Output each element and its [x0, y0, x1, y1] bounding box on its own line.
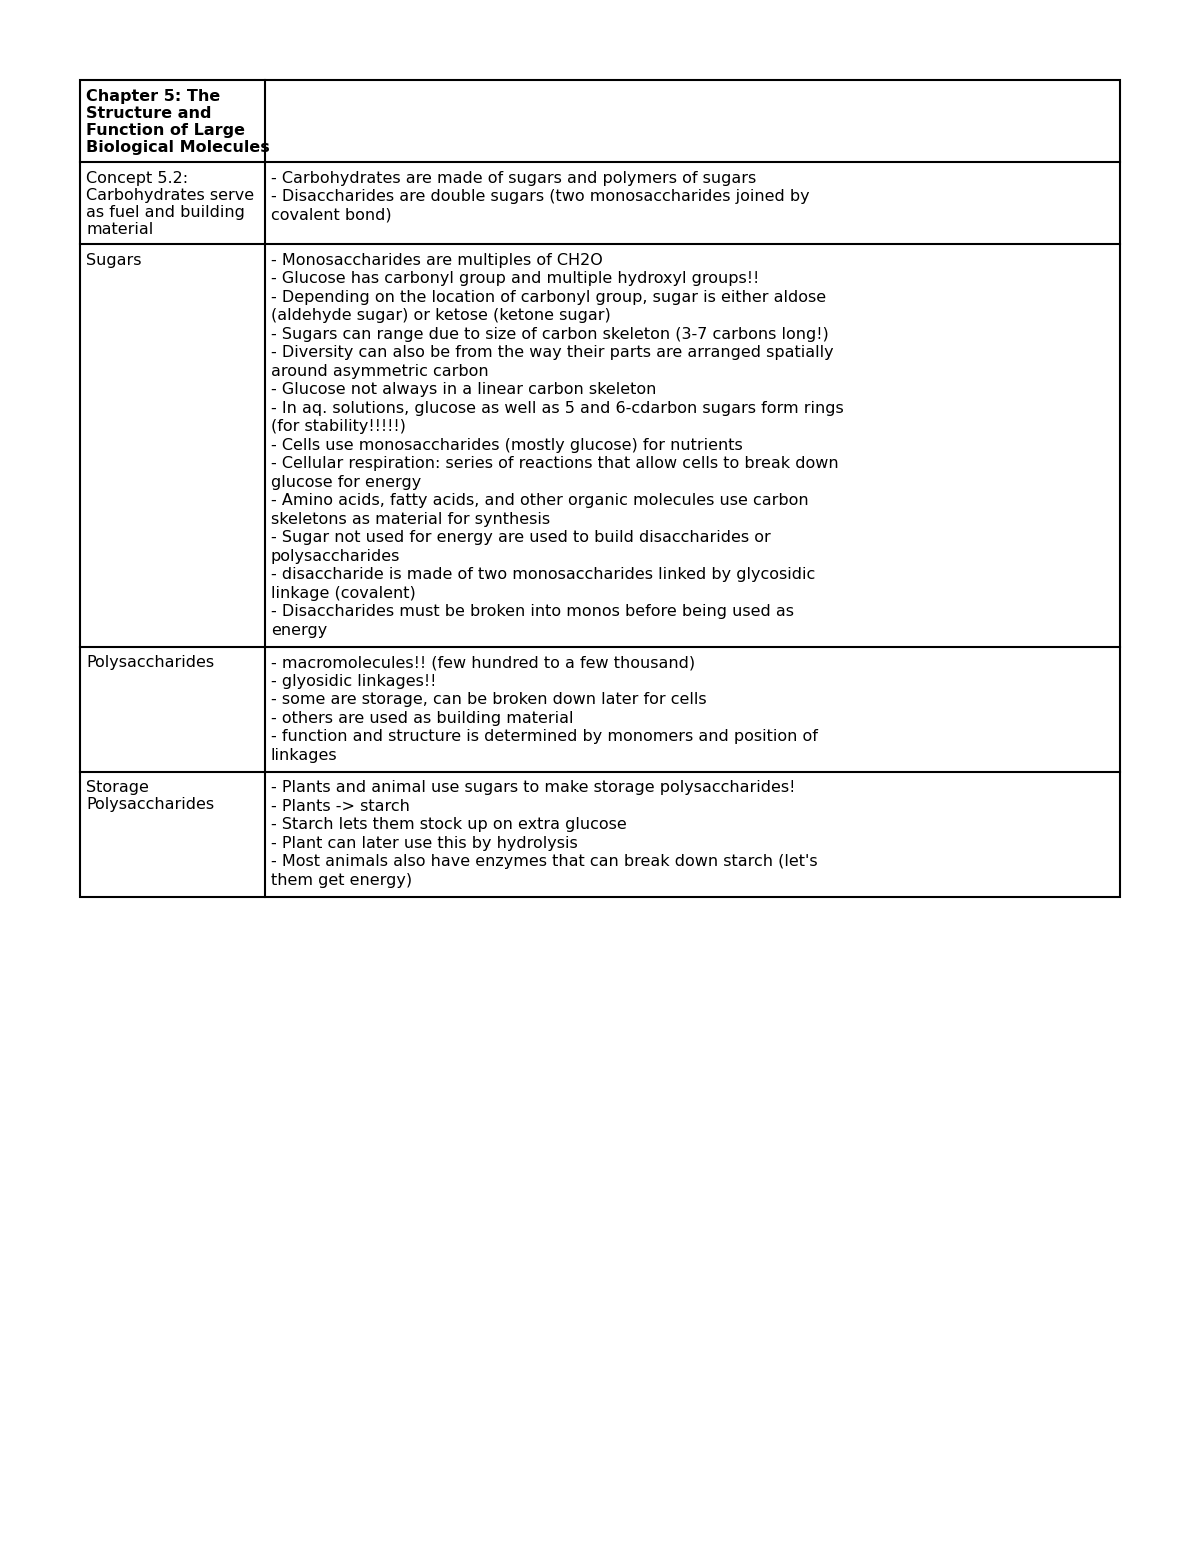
- Text: Polysaccharides: Polysaccharides: [86, 655, 214, 669]
- Text: (for stability!!!!!): (for stability!!!!!): [271, 419, 406, 435]
- Text: Biological Molecules: Biological Molecules: [86, 140, 270, 155]
- Text: - Disaccharides must be broken into monos before being used as: - Disaccharides must be broken into mono…: [271, 604, 794, 620]
- Text: - Most animals also have enzymes that can break down starch (let's: - Most animals also have enzymes that ca…: [271, 854, 817, 870]
- Text: - Plants and animal use sugars to make storage polysaccharides!: - Plants and animal use sugars to make s…: [271, 780, 796, 795]
- Text: Function of Large: Function of Large: [86, 123, 245, 138]
- Text: linkage (covalent): linkage (covalent): [271, 585, 415, 601]
- Text: material: material: [86, 222, 154, 236]
- Text: - Glucose has carbonyl group and multiple hydroxyl groups!!: - Glucose has carbonyl group and multipl…: [271, 272, 760, 286]
- Text: - Sugar not used for energy are used to build disaccharides or: - Sugar not used for energy are used to …: [271, 530, 770, 545]
- Text: them get energy): them get energy): [271, 873, 412, 888]
- Text: - Disaccharides are double sugars (two monosaccharides joined by: - Disaccharides are double sugars (two m…: [271, 189, 810, 203]
- Text: Chapter 5: The: Chapter 5: The: [86, 89, 221, 104]
- Text: - others are used as building material: - others are used as building material: [271, 711, 574, 725]
- Text: - Cells use monosaccharides (mostly glucose) for nutrients: - Cells use monosaccharides (mostly gluc…: [271, 438, 743, 452]
- Text: skeletons as material for synthesis: skeletons as material for synthesis: [271, 511, 550, 526]
- Text: - Plants -> starch: - Plants -> starch: [271, 798, 410, 814]
- Text: Concept 5.2:: Concept 5.2:: [86, 171, 188, 186]
- Text: - Sugars can range due to size of carbon skeleton (3-7 carbons long!): - Sugars can range due to size of carbon…: [271, 326, 829, 342]
- Text: covalent bond): covalent bond): [271, 208, 391, 222]
- Text: - In aq. solutions, glucose as well as 5 and 6-cdarbon sugars form rings: - In aq. solutions, glucose as well as 5…: [271, 401, 844, 416]
- Text: (aldehyde sugar) or ketose (ketone sugar): (aldehyde sugar) or ketose (ketone sugar…: [271, 307, 611, 323]
- Text: - Carbohydrates are made of sugars and polymers of sugars: - Carbohydrates are made of sugars and p…: [271, 171, 756, 186]
- Text: Carbohydrates serve: Carbohydrates serve: [86, 188, 254, 202]
- Text: - Diversity can also be from the way their parts are arranged spatially: - Diversity can also be from the way the…: [271, 345, 834, 360]
- Text: as fuel and building: as fuel and building: [86, 205, 245, 219]
- Text: - Plant can later use this by hydrolysis: - Plant can later use this by hydrolysis: [271, 836, 577, 851]
- Text: - Monosaccharides are multiples of CH2O: - Monosaccharides are multiples of CH2O: [271, 253, 602, 267]
- Text: - function and structure is determined by monomers and position of: - function and structure is determined b…: [271, 728, 818, 744]
- Text: energy: energy: [271, 623, 328, 638]
- Text: polysaccharides: polysaccharides: [271, 548, 401, 564]
- Text: - disaccharide is made of two monosaccharides linked by glycosidic: - disaccharide is made of two monosaccha…: [271, 567, 815, 582]
- Text: Sugars: Sugars: [86, 253, 142, 267]
- Text: - Amino acids, fatty acids, and other organic molecules use carbon: - Amino acids, fatty acids, and other or…: [271, 494, 809, 508]
- Text: - Starch lets them stock up on extra glucose: - Starch lets them stock up on extra glu…: [271, 817, 626, 832]
- Text: - some are storage, can be broken down later for cells: - some are storage, can be broken down l…: [271, 693, 707, 707]
- Text: Polysaccharides: Polysaccharides: [86, 797, 214, 812]
- Text: - glyosidic linkages!!: - glyosidic linkages!!: [271, 674, 437, 688]
- Text: around asymmetric carbon: around asymmetric carbon: [271, 363, 488, 379]
- Text: - Depending on the location of carbonyl group, sugar is either aldose: - Depending on the location of carbonyl …: [271, 289, 826, 304]
- Text: linkages: linkages: [271, 747, 337, 763]
- Text: glucose for energy: glucose for energy: [271, 475, 421, 489]
- Text: Storage: Storage: [86, 780, 149, 795]
- Text: - macromolecules!! (few hundred to a few thousand): - macromolecules!! (few hundred to a few…: [271, 655, 695, 669]
- Bar: [80, 81, 1120, 896]
- Text: - Glucose not always in a linear carbon skeleton: - Glucose not always in a linear carbon …: [271, 382, 656, 398]
- Text: Structure and: Structure and: [86, 106, 211, 121]
- Text: - Cellular respiration: series of reactions that allow cells to break down: - Cellular respiration: series of reacti…: [271, 457, 839, 471]
